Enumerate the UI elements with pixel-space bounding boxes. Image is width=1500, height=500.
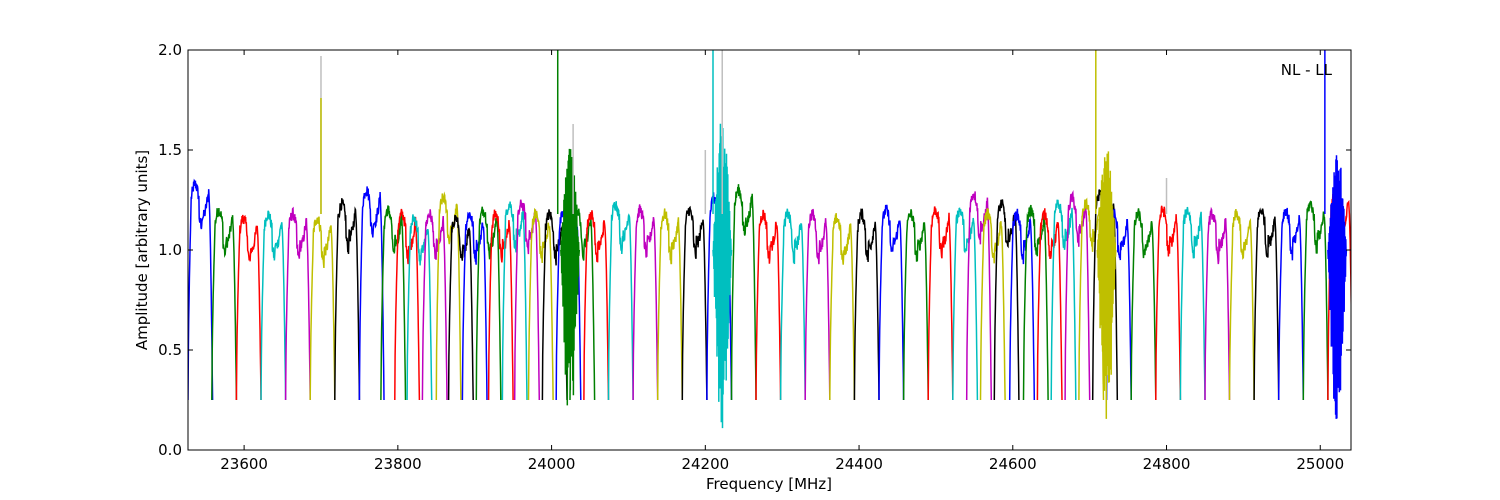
x-tick-label: 25000 — [1296, 455, 1344, 473]
spectrum-segment — [421, 209, 448, 401]
spectrum-segment — [1008, 208, 1036, 401]
spectrum-segment — [309, 216, 336, 401]
spectrum-segment — [878, 204, 905, 401]
spectrum-segment — [406, 214, 433, 401]
spectrum-segment — [952, 207, 979, 401]
spectrum-segment — [487, 209, 514, 401]
noisy-segment — [1096, 151, 1117, 419]
spectrum-segment — [632, 204, 659, 401]
spectrum-segment — [1253, 207, 1280, 401]
spectrum-segment — [1036, 208, 1063, 401]
spectrum-segment — [1155, 205, 1182, 401]
y-tick-label: 2.0 — [158, 41, 182, 59]
y-tick-label: 0.0 — [158, 441, 182, 459]
spectrum-segment — [447, 215, 474, 401]
spectrum-segment — [965, 191, 993, 401]
spectrum-segment — [902, 209, 929, 401]
spectrum-segment — [656, 208, 684, 401]
y-tick-label: 1.5 — [158, 141, 182, 159]
spectrum-segment — [527, 207, 554, 401]
spectrum-segment — [1204, 206, 1231, 401]
spectrum-segment — [583, 210, 610, 401]
x-tick-label: 24800 — [1143, 455, 1191, 473]
spectrum-segment — [380, 205, 407, 401]
spectrum-segment — [1078, 197, 1105, 401]
spectrum-segment — [979, 207, 1006, 401]
y-axis: 0.0 0.5 1.0 1.5 2.0 — [158, 41, 1351, 459]
spectrum-segment — [1130, 208, 1157, 401]
spectrum-segment — [1179, 206, 1206, 401]
spectrum-segment — [461, 211, 488, 401]
spectrum-segment — [779, 208, 806, 401]
spectrum-segment — [235, 214, 262, 401]
spectrum-segment — [260, 210, 287, 401]
spectrum-segment — [607, 201, 634, 401]
x-tick-label: 24200 — [681, 455, 729, 473]
spectrum-segment — [1302, 200, 1329, 401]
y-axis-label: Amplitude [arbitrary units] — [133, 150, 151, 350]
spectrum-segment — [435, 191, 462, 401]
x-tick-label: 24600 — [989, 455, 1037, 473]
spectrum-segment — [1228, 208, 1255, 401]
spectrum-segment — [730, 184, 757, 401]
spike-layer — [320, 50, 1326, 214]
spectrum-segment — [501, 201, 528, 401]
x-tick-label: 23800 — [374, 455, 422, 473]
spectrum-segment — [1277, 207, 1305, 401]
noisy-segment — [560, 148, 581, 406]
spectrum-segment — [853, 208, 880, 401]
x-axis: 23600 23800 24000 24200 24400 24600 24800 25000 — [220, 50, 1344, 473]
spectrum-segment — [755, 209, 782, 401]
plot-annotation: NL - LL — [1281, 61, 1333, 79]
spectrum-segment — [188, 178, 214, 401]
spectrum-segment — [211, 207, 238, 401]
x-tick-label: 23600 — [220, 455, 268, 473]
spectrum-segment — [284, 206, 311, 401]
spectrum-segment — [1050, 199, 1077, 401]
x-tick-label: 24400 — [835, 455, 883, 473]
series-layer — [188, 123, 1351, 429]
spectrum-segment — [829, 212, 856, 401]
noisy-segment — [1327, 155, 1348, 419]
spectrum-segment — [334, 198, 361, 401]
spectrum-segment — [358, 186, 385, 401]
y-tick-label: 1.0 — [158, 241, 182, 259]
x-tick-label: 24000 — [528, 455, 576, 473]
spectrum-segment — [681, 205, 708, 401]
y-tick-label: 0.5 — [158, 341, 182, 359]
spectrum-segment — [804, 208, 831, 401]
x-axis-label: Frequency [MHz] — [706, 475, 832, 493]
spectrum-segment — [927, 206, 954, 401]
